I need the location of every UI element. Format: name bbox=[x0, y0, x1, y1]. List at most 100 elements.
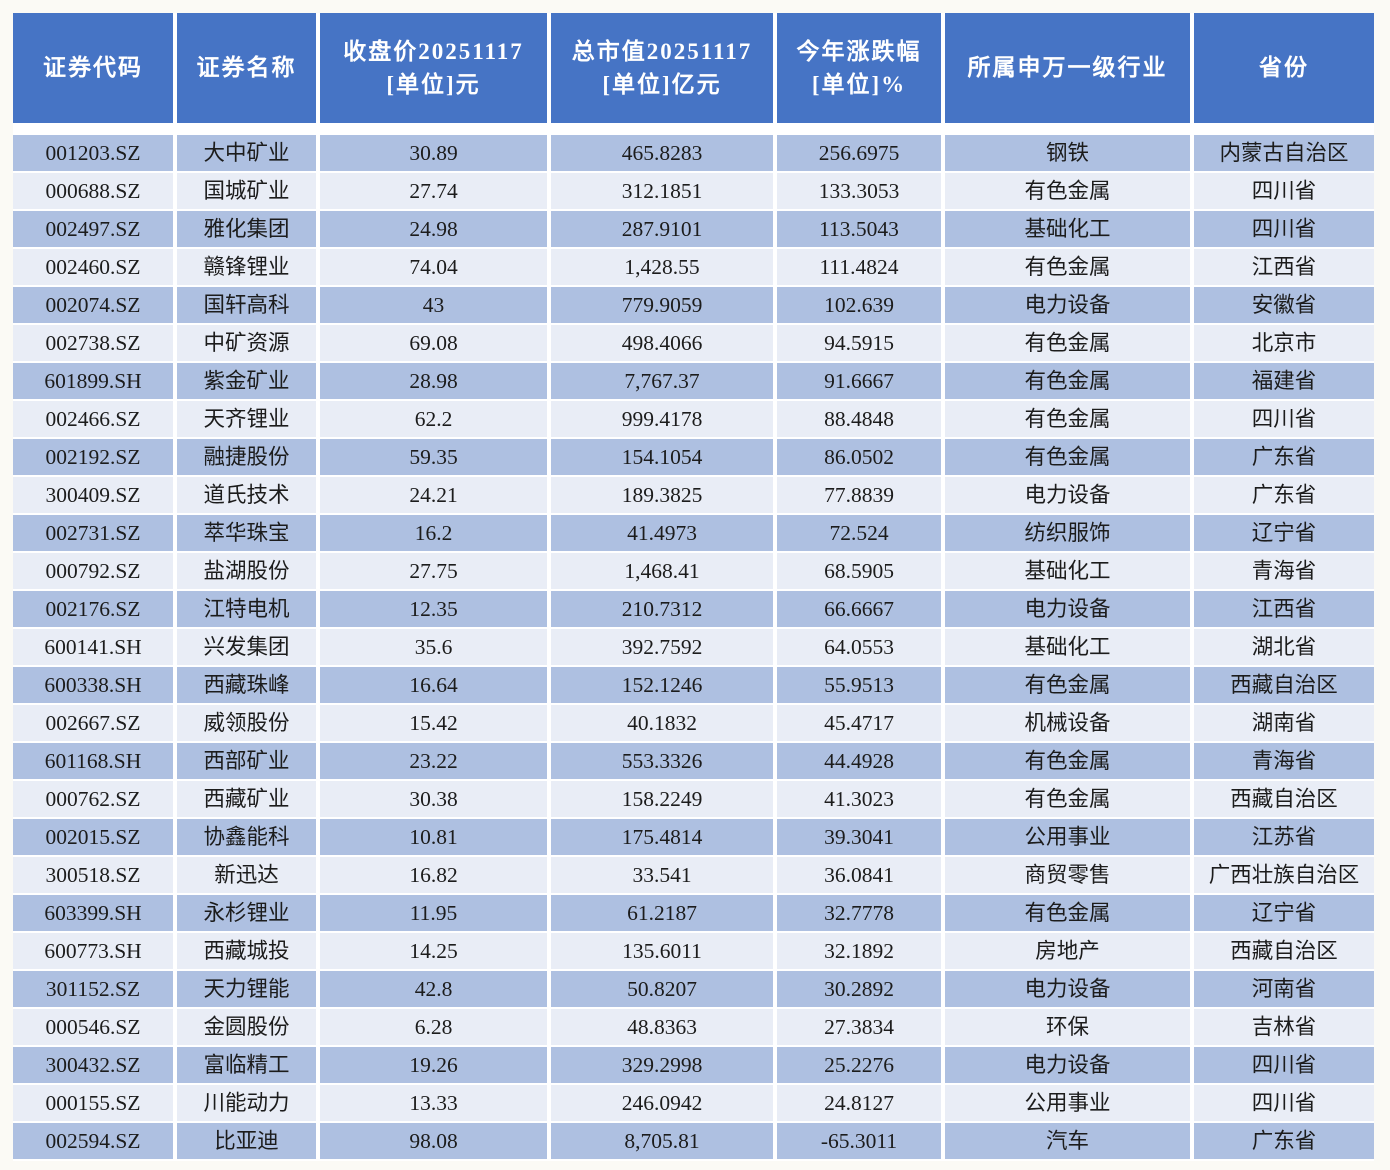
cell-province: 安徽省 bbox=[1194, 287, 1374, 323]
cell-province: 江西省 bbox=[1194, 249, 1374, 285]
cell-code: 002594.SZ bbox=[13, 1123, 173, 1159]
cell-code: 300518.SZ bbox=[13, 857, 173, 893]
cell-province: 广西壮族自治区 bbox=[1194, 857, 1374, 893]
cell-close: 28.98 bbox=[320, 363, 547, 399]
cell-code: 002667.SZ bbox=[13, 705, 173, 741]
cell-industry: 基础化工 bbox=[945, 553, 1190, 589]
cell-name: 川能动力 bbox=[177, 1085, 316, 1121]
column-header-province: 省份 bbox=[1194, 13, 1374, 123]
cell-name: 天齐锂业 bbox=[177, 401, 316, 437]
cell-pct: 77.8839 bbox=[777, 477, 941, 513]
cell-pct: 94.5915 bbox=[777, 325, 941, 361]
cell-name: 紫金矿业 bbox=[177, 363, 316, 399]
cell-mcap: 33.541 bbox=[551, 857, 773, 893]
cell-close: 24.98 bbox=[320, 211, 547, 247]
cell-province: 吉林省 bbox=[1194, 1009, 1374, 1045]
cell-close: 62.2 bbox=[320, 401, 547, 437]
cell-code: 000792.SZ bbox=[13, 553, 173, 589]
cell-mcap: 61.2187 bbox=[551, 895, 773, 931]
cell-industry: 有色金属 bbox=[945, 743, 1190, 779]
cell-close: 16.82 bbox=[320, 857, 547, 893]
table-row: 000762.SZ 西藏矿业 30.38 158.2249 41.3023 有色金属 西藏自… bbox=[13, 781, 1374, 817]
column-header-pct: 今年涨跌幅 [单位]% bbox=[777, 13, 941, 123]
cell-code: 000762.SZ bbox=[13, 781, 173, 817]
cell-mcap: 498.4066 bbox=[551, 325, 773, 361]
cell-mcap: 154.1054 bbox=[551, 439, 773, 475]
cell-industry: 有色金属 bbox=[945, 325, 1190, 361]
table-row: 002594.SZ 比亚迪 98.08 8,705.81 -65.3011 汽车 广东省 bbox=[13, 1123, 1374, 1159]
table-body: 001203.SZ 大中矿业 30.89 465.8283 256.6975 钢铁 内蒙古自… bbox=[13, 135, 1374, 1159]
cell-industry: 商贸零售 bbox=[945, 857, 1190, 893]
table-row: 002738.SZ 中矿资源 69.08 498.4066 94.5915 有色金属 北京市 bbox=[13, 325, 1374, 361]
cell-mcap: 175.4814 bbox=[551, 819, 773, 855]
cell-industry: 电力设备 bbox=[945, 287, 1190, 323]
cell-industry: 有色金属 bbox=[945, 249, 1190, 285]
cell-mcap: 210.7312 bbox=[551, 591, 773, 627]
cell-name: 国城矿业 bbox=[177, 173, 316, 209]
cell-pct: 88.4848 bbox=[777, 401, 941, 437]
cell-code: 601899.SH bbox=[13, 363, 173, 399]
cell-province: 四川省 bbox=[1194, 401, 1374, 437]
cell-industry: 机械设备 bbox=[945, 705, 1190, 741]
cell-province: 江西省 bbox=[1194, 591, 1374, 627]
cell-pct: 55.9513 bbox=[777, 667, 941, 703]
table-row: 600773.SH 西藏城投 14.25 135.6011 32.1892 房地产 西藏自治… bbox=[13, 933, 1374, 969]
cell-pct: 32.7778 bbox=[777, 895, 941, 931]
cell-code: 002460.SZ bbox=[13, 249, 173, 285]
cell-province: 河南省 bbox=[1194, 971, 1374, 1007]
stock-table: 证券代码 证券名称 收盘价20251117 [单位]元 总市值20251117 … bbox=[13, 13, 1374, 1161]
cell-province: 广东省 bbox=[1194, 1123, 1374, 1159]
cell-industry: 公用事业 bbox=[945, 819, 1190, 855]
cell-industry: 有色金属 bbox=[945, 173, 1190, 209]
cell-close: 59.35 bbox=[320, 439, 547, 475]
cell-code: 002738.SZ bbox=[13, 325, 173, 361]
cell-province: 辽宁省 bbox=[1194, 515, 1374, 551]
cell-mcap: 48.8363 bbox=[551, 1009, 773, 1045]
table-row: 002460.SZ 赣锋锂业 74.04 1,428.55 111.4824 有色金属 江西… bbox=[13, 249, 1374, 285]
cell-industry: 汽车 bbox=[945, 1123, 1190, 1159]
cell-pct: 45.4717 bbox=[777, 705, 941, 741]
table-row: 300409.SZ 道氏技术 24.21 189.3825 77.8839 电力设备 广东省 bbox=[13, 477, 1374, 513]
cell-industry: 房地产 bbox=[945, 933, 1190, 969]
table-row: 300518.SZ 新迅达 16.82 33.541 36.0841 商贸零售 广西壮族自治… bbox=[13, 857, 1374, 893]
cell-code: 002731.SZ bbox=[13, 515, 173, 551]
cell-code: 300432.SZ bbox=[13, 1047, 173, 1083]
cell-pct: 72.524 bbox=[777, 515, 941, 551]
cell-mcap: 999.4178 bbox=[551, 401, 773, 437]
cell-mcap: 392.7592 bbox=[551, 629, 773, 665]
cell-industry: 有色金属 bbox=[945, 401, 1190, 437]
cell-province: 辽宁省 bbox=[1194, 895, 1374, 931]
table-row: 002015.SZ 协鑫能科 10.81 175.4814 39.3041 公用事业 江苏省 bbox=[13, 819, 1374, 855]
cell-pct: 111.4824 bbox=[777, 249, 941, 285]
cell-industry: 钢铁 bbox=[945, 135, 1190, 171]
cell-mcap: 287.9101 bbox=[551, 211, 773, 247]
cell-industry: 基础化工 bbox=[945, 629, 1190, 665]
cell-province: 西藏自治区 bbox=[1194, 933, 1374, 969]
cell-code: 002192.SZ bbox=[13, 439, 173, 475]
cell-pct: 39.3041 bbox=[777, 819, 941, 855]
cell-close: 24.21 bbox=[320, 477, 547, 513]
cell-close: 11.95 bbox=[320, 895, 547, 931]
cell-close: 14.25 bbox=[320, 933, 547, 969]
table-row: 600338.SH 西藏珠峰 16.64 152.1246 55.9513 有色金属 西藏自… bbox=[13, 667, 1374, 703]
table-row: 301152.SZ 天力锂能 42.8 50.8207 30.2892 电力设备 河南省 bbox=[13, 971, 1374, 1007]
cell-code: 000688.SZ bbox=[13, 173, 173, 209]
cell-industry: 基础化工 bbox=[945, 211, 1190, 247]
cell-pct: 41.3023 bbox=[777, 781, 941, 817]
cell-name: 西藏珠峰 bbox=[177, 667, 316, 703]
cell-pct: 24.8127 bbox=[777, 1085, 941, 1121]
cell-close: 6.28 bbox=[320, 1009, 547, 1045]
cell-province: 广东省 bbox=[1194, 439, 1374, 475]
cell-province: 内蒙古自治区 bbox=[1194, 135, 1374, 171]
cell-mcap: 312.1851 bbox=[551, 173, 773, 209]
cell-mcap: 8,705.81 bbox=[551, 1123, 773, 1159]
cell-province: 西藏自治区 bbox=[1194, 667, 1374, 703]
column-header-code: 证券代码 bbox=[13, 13, 173, 123]
cell-name: 赣锋锂业 bbox=[177, 249, 316, 285]
table-row: 601899.SH 紫金矿业 28.98 7,767.37 91.6667 有色金属 福建省 bbox=[13, 363, 1374, 399]
cell-name: 江特电机 bbox=[177, 591, 316, 627]
cell-industry: 有色金属 bbox=[945, 363, 1190, 399]
cell-industry: 纺织服饰 bbox=[945, 515, 1190, 551]
cell-close: 27.75 bbox=[320, 553, 547, 589]
cell-name: 大中矿业 bbox=[177, 135, 316, 171]
